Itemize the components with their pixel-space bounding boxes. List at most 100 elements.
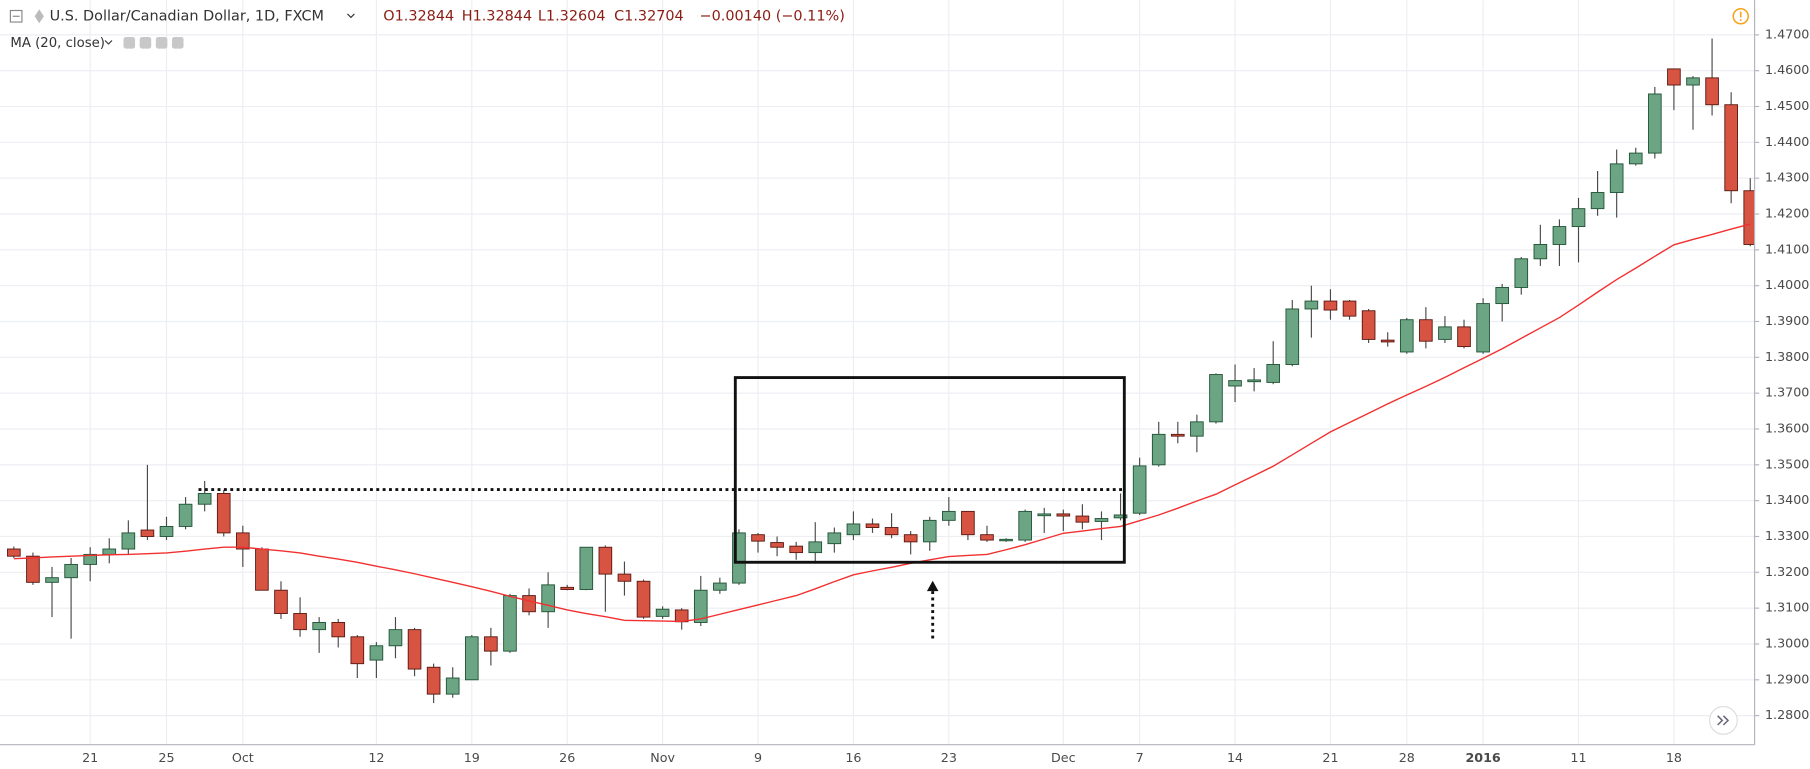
candle-body — [1705, 77, 1719, 106]
candle-body — [827, 532, 842, 545]
candle-body — [1209, 374, 1223, 423]
candle-body — [350, 636, 365, 665]
y-tick-label: 1.39000 — [1765, 313, 1810, 328]
candle-body — [445, 677, 460, 695]
candle-body — [1648, 93, 1662, 154]
candle-body — [1037, 513, 1052, 517]
candle-body — [713, 582, 727, 591]
ohlc-close: C1.32704 — [614, 8, 684, 24]
candle-body — [1380, 339, 1395, 343]
candle-body — [980, 534, 994, 541]
ma-line — [13, 223, 1751, 623]
candle-body — [655, 608, 670, 617]
candle-body — [369, 645, 384, 661]
y-tick-label: 1.40000 — [1765, 277, 1810, 292]
candle-body — [789, 545, 803, 554]
x-tick-label: Nov — [650, 750, 675, 765]
scroll-button-arrows — [1717, 715, 1730, 726]
ma-legend[interactable]: MA (20, close) — [10, 36, 105, 51]
y-tick-label: 1.33000 — [1765, 528, 1810, 543]
candle-body — [903, 534, 918, 543]
x-tick-label: Dec — [1051, 750, 1076, 765]
x-tick-label: 21 — [82, 750, 98, 765]
candle-body — [1247, 379, 1261, 383]
candle-body — [1438, 326, 1452, 340]
candle-body — [236, 532, 250, 550]
candle-body — [1533, 244, 1548, 260]
candle-body — [598, 546, 613, 575]
chevron[interactable] — [347, 13, 355, 19]
alert-icon[interactable] — [1732, 8, 1749, 25]
ma-eye-icon[interactable] — [123, 37, 136, 49]
y-tick-label: 1.42000 — [1765, 206, 1810, 221]
candle-body — [1190, 421, 1204, 437]
y-tick-label: 1.32000 — [1765, 564, 1810, 579]
candle-body — [617, 573, 632, 582]
symbol-icon — [34, 9, 44, 24]
candle-body — [961, 510, 975, 536]
x-tick-label: 18 — [1666, 750, 1682, 765]
scroll-button[interactable] — [1708, 705, 1738, 735]
candle-body — [255, 548, 269, 591]
y-tick-label: 1.36000 — [1765, 420, 1810, 435]
candle-body — [407, 629, 422, 670]
ma-more-icon[interactable] — [155, 37, 168, 49]
candle-body — [503, 595, 517, 652]
x-tick-label: 21 — [1322, 750, 1338, 765]
symbol-title[interactable]: U.S. Dollar/Canadian Dollar, 1D, FXCM — [50, 8, 324, 24]
y-tick-label: 1.29000 — [1765, 671, 1810, 686]
candle-body — [1056, 513, 1071, 517]
x-tick-label: 28 — [1399, 750, 1415, 765]
candle-body — [1113, 514, 1128, 519]
candle-body — [83, 553, 97, 565]
candle-body — [1323, 300, 1338, 311]
y-tick-label: 1.46000 — [1765, 62, 1810, 77]
y-tick-label: 1.35000 — [1765, 456, 1810, 471]
candle-body — [1342, 300, 1357, 317]
chevron[interactable] — [104, 40, 113, 45]
plot-area — [7, 38, 1755, 704]
candle-body — [770, 542, 784, 548]
candle-body — [636, 580, 651, 618]
ma-remove-icon[interactable] — [171, 37, 184, 49]
y-tick-label: 1.34000 — [1765, 492, 1810, 507]
candle-body — [922, 519, 937, 543]
candle-body — [1609, 163, 1624, 193]
candle-body — [121, 532, 136, 550]
candle-body — [7, 548, 21, 557]
y-tick-label: 1.45000 — [1765, 98, 1810, 113]
y-tick-label: 1.31000 — [1765, 600, 1810, 615]
candle-body — [884, 527, 899, 536]
candle-body — [197, 493, 212, 505]
axes: 1.28000 1.29000 1.30000 1.31000 1.32000 1.330… — [82, 26, 1810, 765]
ohlc-low: L1.32604 — [538, 8, 606, 24]
x-tick-label: 23 — [941, 750, 957, 765]
alert-icon-dot — [1739, 19, 1742, 21]
x-tick-label: 16 — [845, 750, 861, 765]
range-box — [733, 376, 1126, 564]
candle-body — [1094, 518, 1109, 522]
candle-body — [64, 563, 78, 579]
candle-body — [1075, 515, 1090, 523]
y-tick-label: 1.47000 — [1765, 26, 1810, 41]
y-tick-label: 1.41000 — [1765, 241, 1810, 256]
y-tick-label: 1.30000 — [1765, 635, 1810, 650]
candle-body — [1743, 190, 1755, 245]
candle-body — [560, 586, 575, 590]
candle-body — [1228, 380, 1242, 387]
y-tick-label: 1.44000 — [1765, 134, 1810, 149]
ohlc-open: O1.32844 — [383, 8, 454, 24]
x-tick-label: 25 — [158, 750, 174, 765]
candle-body — [1667, 68, 1681, 86]
ma-settings-icon[interactable] — [139, 37, 152, 49]
candle-body — [1514, 258, 1529, 288]
collapse-icon[interactable] — [9, 9, 23, 23]
candle-body — [1476, 303, 1490, 353]
candle-body — [1724, 104, 1738, 192]
x-tick-label: 7 — [1136, 750, 1144, 765]
candle-body — [1399, 319, 1414, 353]
y-tick-label: 1.28000 — [1765, 707, 1810, 722]
